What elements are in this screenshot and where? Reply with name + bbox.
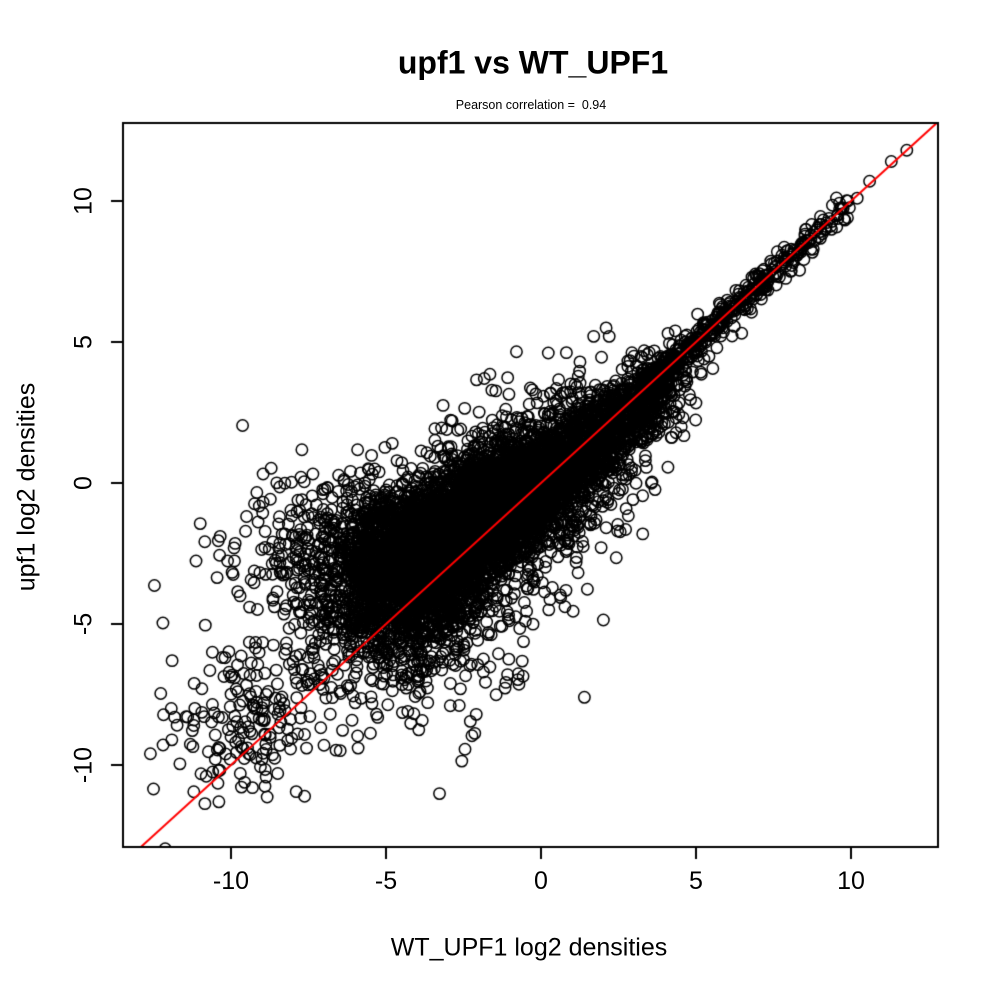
x-tick-label-1: -5 — [374, 867, 398, 895]
x-tick-label-0: -10 — [212, 867, 250, 895]
y-axis-label: upf1 log2 densities — [12, 382, 41, 592]
y-tick-label-2: 0 — [69, 476, 98, 490]
x-tick-label-4: 10 — [837, 867, 865, 895]
x-axis-label: WT_UPF1 log2 densities — [390, 933, 668, 962]
x-tick-label-3: 5 — [689, 867, 703, 895]
x-tick-label-2: 0 — [534, 867, 548, 895]
y-tick-label-0: -10 — [69, 746, 98, 784]
y-tick-label-3: 5 — [69, 335, 98, 349]
y-tick-label-1: -5 — [69, 612, 98, 636]
chart-title: upf1 vs WT_UPF1 — [397, 44, 669, 81]
y-tick-label-4: 10 — [69, 187, 98, 215]
pearson-correlation-subtitle: Pearson correlation = 0.94 — [455, 98, 607, 112]
